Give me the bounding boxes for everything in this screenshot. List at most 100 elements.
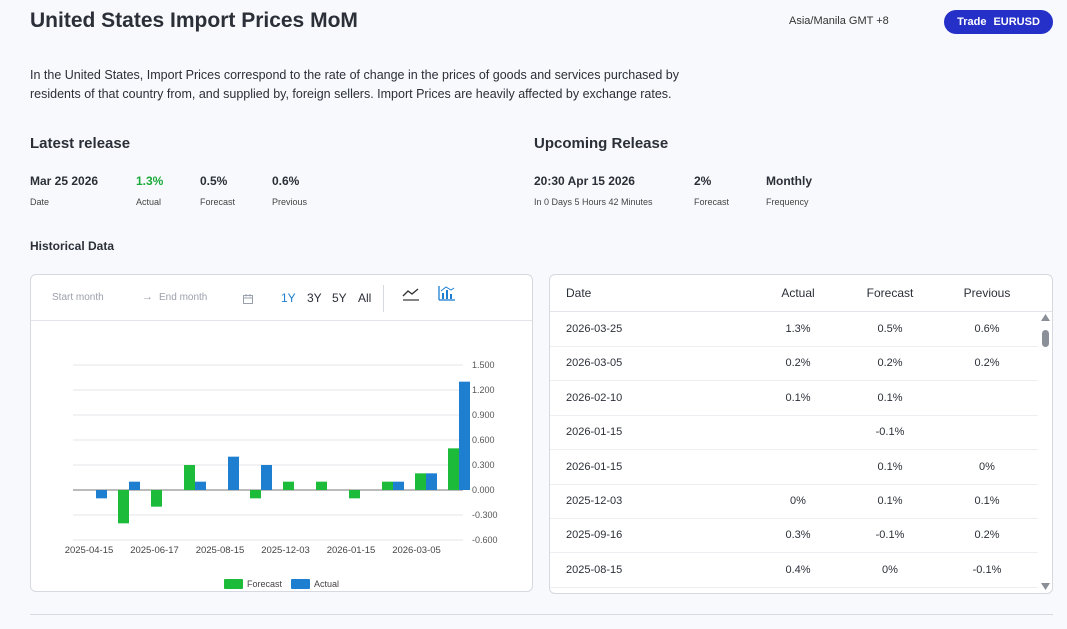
cell-forecast: 0.1% bbox=[877, 495, 903, 507]
y-tick-label: -0.600 bbox=[472, 535, 498, 545]
upcoming-countdown: In 0 Days 5 Hours 42 Minutes bbox=[534, 197, 653, 207]
forecast-bar bbox=[118, 490, 129, 524]
cell-forecast: -0.1% bbox=[875, 426, 905, 439]
cell-date: 2025-08-15 bbox=[566, 563, 623, 576]
latest-previous-value: 0.6% bbox=[272, 174, 300, 188]
period-3y[interactable]: 3Y bbox=[307, 291, 322, 305]
latest-date-label: Date bbox=[30, 197, 50, 207]
forecast-bar bbox=[415, 473, 426, 490]
toolbar-divider-line bbox=[31, 320, 532, 321]
latest-forecast-value: 0.5% bbox=[200, 174, 228, 188]
cell-date: 2026-01-15 bbox=[566, 426, 623, 439]
actual-bar bbox=[426, 473, 437, 490]
table-row: 2025-08-15 0.4% 0% -0.1% bbox=[550, 553, 1038, 588]
bar-chart-icon[interactable] bbox=[438, 285, 456, 302]
cell-date: 2026-02-10 bbox=[566, 391, 623, 404]
historical-data-heading: Historical Data bbox=[30, 239, 115, 253]
forecast-bar bbox=[382, 481, 393, 490]
table-row: 2025-09-16 0.3% -0.1% 0.2% bbox=[550, 518, 1038, 554]
cell-actual: 0.4% bbox=[785, 563, 811, 576]
legend-swatch bbox=[291, 579, 310, 589]
cell-actual: 1.3% bbox=[785, 323, 811, 335]
actual-bar bbox=[459, 381, 470, 490]
col-header-date[interactable]: Date bbox=[566, 286, 592, 300]
forecast-bar bbox=[349, 490, 360, 499]
forecast-bar bbox=[151, 490, 162, 507]
x-tick-label: 2025-12-03 bbox=[261, 545, 310, 556]
y-tick-label: 0.900 bbox=[472, 410, 495, 420]
bottom-divider bbox=[30, 614, 1053, 615]
legend-swatch bbox=[224, 579, 243, 589]
cell-forecast: -0.1% bbox=[875, 529, 905, 542]
end-month-input[interactable]: End month bbox=[159, 292, 208, 303]
cell-previous: 0.6% bbox=[974, 323, 1000, 335]
cell-date: 2025-09-16 bbox=[566, 529, 623, 542]
col-header-actual[interactable]: Actual bbox=[781, 286, 815, 300]
actual-bar bbox=[261, 465, 272, 490]
col-header-forecast[interactable]: Forecast bbox=[866, 286, 914, 300]
table-row: 2026-03-25 1.3% 0.5% 0.6% bbox=[550, 312, 1038, 347]
trade-button-label: Trade bbox=[957, 16, 987, 28]
trade-button[interactable]: Trade EURUSD bbox=[944, 10, 1053, 34]
scroll-thumb[interactable] bbox=[1042, 330, 1049, 347]
y-tick-label: 0.300 bbox=[472, 460, 495, 470]
cell-forecast: 0.1% bbox=[877, 460, 903, 473]
line-chart-icon[interactable] bbox=[402, 286, 420, 302]
scroll-up-icon[interactable] bbox=[1041, 314, 1050, 321]
y-tick-label: 0.600 bbox=[472, 435, 495, 445]
calendar-icon[interactable] bbox=[243, 291, 253, 304]
table-header-divider bbox=[550, 311, 1052, 312]
cell-previous: 0.1% bbox=[974, 495, 1000, 507]
upcoming-datetime-value: 20:30 Apr 15 2026 bbox=[534, 174, 635, 188]
x-tick-label: 2026-03-05 bbox=[392, 545, 441, 556]
cell-date: 2026-01-15 bbox=[566, 460, 623, 473]
period-1y[interactable]: 1Y bbox=[281, 291, 296, 305]
cell-actual: 0.3% bbox=[785, 529, 811, 542]
x-tick-label: 2025-06-17 bbox=[130, 545, 179, 556]
cell-actual: 0.2% bbox=[785, 357, 811, 370]
cell-actual: 0.1% bbox=[785, 391, 811, 404]
chart-card: Start month → End month 1Y 3Y 5Y All 1.5… bbox=[30, 274, 533, 592]
cell-date: 2026-03-05 bbox=[566, 357, 623, 370]
period-all[interactable]: All bbox=[358, 291, 372, 305]
toolbar-divider bbox=[383, 285, 384, 312]
legend-label: Forecast bbox=[247, 579, 283, 589]
upcoming-release-heading: Upcoming Release bbox=[534, 135, 669, 152]
latest-release-heading: Latest release bbox=[30, 135, 131, 152]
timezone-label[interactable]: Asia/Manila GMT +8 bbox=[789, 15, 889, 27]
y-tick-label: 1.200 bbox=[472, 385, 495, 395]
table-row: 2025-12-03 0% 0.1% 0.1% bbox=[550, 484, 1038, 519]
trade-button-pair: EURUSD bbox=[993, 16, 1040, 28]
actual-bar bbox=[96, 490, 107, 499]
col-header-previous[interactable]: Previous bbox=[963, 286, 1011, 300]
table-row: 2026-02-10 0.1% 0.1% bbox=[550, 381, 1038, 416]
forecast-bar bbox=[184, 465, 195, 490]
start-month-input[interactable]: Start month bbox=[52, 292, 104, 303]
scroll-down-icon[interactable] bbox=[1041, 583, 1050, 590]
actual-bar bbox=[129, 481, 140, 490]
latest-previous-label: Previous bbox=[272, 197, 308, 207]
y-tick-label: 0.000 bbox=[472, 485, 495, 495]
period-5y[interactable]: 5Y bbox=[332, 291, 347, 305]
page-title: United States Import Prices MoM bbox=[30, 9, 358, 32]
x-tick-label: 2026-01-15 bbox=[327, 545, 376, 556]
forecast-bar bbox=[448, 448, 459, 490]
cell-forecast: 0.5% bbox=[877, 323, 903, 335]
latest-date-value: Mar 25 2026 bbox=[30, 174, 99, 188]
forecast-bar bbox=[316, 481, 327, 490]
table-scrollbar[interactable] bbox=[1038, 312, 1052, 593]
actual-bar bbox=[393, 481, 404, 490]
forecast-bar bbox=[250, 490, 261, 499]
historical-table: Date Actual Forecast Previous 2026-03-25… bbox=[549, 274, 1053, 594]
cell-forecast: 0% bbox=[882, 563, 898, 576]
upcoming-forecast-value: 2% bbox=[694, 174, 712, 188]
cell-date: 2025-12-03 bbox=[566, 495, 623, 507]
upcoming-forecast-label: Forecast bbox=[694, 197, 730, 207]
latest-actual-label: Actual bbox=[136, 197, 162, 207]
cell-date: 2026-03-25 bbox=[566, 323, 623, 335]
x-tick-label: 2025-04-15 bbox=[65, 545, 114, 556]
y-tick-label: 1.500 bbox=[472, 360, 495, 370]
table-row: 2026-01-15 -0.1% bbox=[550, 415, 1038, 451]
cell-previous: 0.2% bbox=[974, 357, 1000, 370]
cell-previous: -0.1% bbox=[972, 563, 1002, 576]
